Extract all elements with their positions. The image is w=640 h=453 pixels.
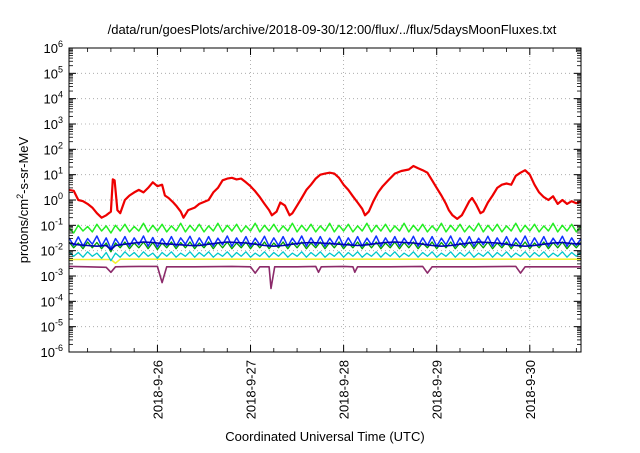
series-line-7 — [68, 164, 582, 220]
series-group — [68, 164, 582, 290]
x-tick-label: 2018-9-26 — [150, 360, 165, 419]
y-axis-title: protons/cm2-s-sr-MeV — [15, 136, 31, 263]
x-axis-label: Coordinated Universal Time (UTC) — [225, 429, 424, 444]
x-tick-label: 2018-9-30 — [523, 360, 538, 419]
y-tick-label: 100 — [44, 191, 63, 208]
y-tick-label: 103 — [44, 115, 63, 132]
y-tick-label: 106 — [44, 39, 63, 56]
y-tick-label: 105 — [44, 64, 63, 81]
series-line-0 — [68, 265, 581, 290]
y-tick-label: 10-6 — [41, 343, 63, 360]
series-line-2 — [68, 251, 582, 262]
y-axis-label: protons/cm2-s-sr-MeV — [15, 136, 31, 263]
axis-ticks: 10-6 10-5 10-4 10-3 10-2 10-1 100 101 102 103 104 1… — [41, 39, 581, 419]
series-line-1 — [69, 258, 581, 265]
y-axis-label-sup: 2 — [15, 194, 25, 199]
series-line-6 — [68, 222, 582, 234]
y-axis-label-pre: protons/cm — [16, 199, 31, 263]
y-tick-label: 10-3 — [41, 267, 63, 284]
y-tick-label: 10-1 — [41, 216, 63, 233]
series-line-4 — [68, 235, 582, 250]
y-tick-label: 104 — [44, 90, 63, 107]
chart-title: /data/run/goesPlots/archive/2018-09-30/1… — [108, 22, 557, 37]
x-tick-label: 2018-9-29 — [430, 360, 445, 419]
y-tick-label: 10-5 — [41, 318, 63, 335]
y-tick-label: 102 — [44, 140, 63, 157]
series-line-3 — [68, 241, 582, 253]
y-tick-label: 101 — [44, 166, 63, 183]
y-tick-label: 10-2 — [41, 242, 63, 259]
y-axis-label-post: -s-sr-MeV — [16, 136, 31, 193]
x-tick-label: 2018-9-27 — [244, 360, 259, 419]
x-tick-label: 2018-9-28 — [337, 360, 352, 419]
series-line-5 — [68, 241, 582, 251]
y-tick-label: 10-4 — [41, 292, 63, 309]
